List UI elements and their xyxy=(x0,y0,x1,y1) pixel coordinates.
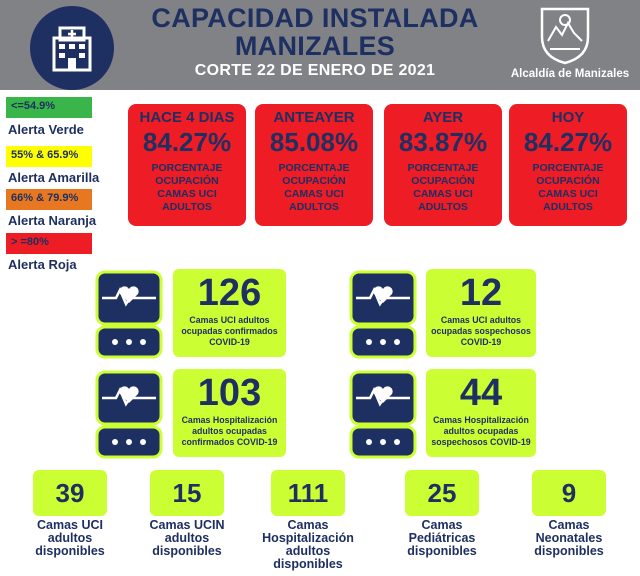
available-neonatal-value: 9 xyxy=(532,470,606,516)
day-title: HOY xyxy=(551,109,585,126)
stat-value: 126 xyxy=(197,272,262,314)
stat-card-uci-suspected: 12 Camas UCI adultos ocupadas sospechosos… xyxy=(426,269,536,357)
hospital-building-icon xyxy=(52,26,92,72)
legend-green-range: <=54.9% xyxy=(6,97,92,118)
day-description: PORCENTAJE OCUPACIÓN CAMAS UCI ADULTOS xyxy=(278,162,350,213)
stat-card-hosp-confirmed: 103 Camas Hospitalización adultos ocupada… xyxy=(173,369,286,457)
available-hosp-label: Camas Hospitalización adultos disponibles xyxy=(262,518,354,571)
day-card-today: HOY 84.27% PORCENTAJE OCUPACIÓN CAMAS UCI A… xyxy=(509,104,627,226)
coat-of-arms-icon xyxy=(540,7,590,65)
day-value: 84.27% xyxy=(142,127,232,157)
day-card-yesterday: AYER 83.87% PORCENTAJE OCUPACIÓN CAMAS UCI… xyxy=(384,104,502,226)
day-value: 85.08% xyxy=(269,127,359,157)
stat-value: 103 xyxy=(197,372,262,414)
available-pediatric-value: 25 xyxy=(405,470,479,516)
day-card-day-before-yesterday: ANTEAYER 85.08% PORCENTAJE OCUPACIÓN CAMAS… xyxy=(255,104,373,226)
available-pediatric-label: Camas Pediátricas disponibles xyxy=(407,518,477,558)
day-title: ANTEAYER xyxy=(273,109,355,126)
title-line-1: CAPACIDAD INSTALADA xyxy=(151,3,479,33)
stat-value: 12 xyxy=(459,272,503,314)
stat-description: Camas UCI adultos ocupadas sospechosos COV… xyxy=(431,315,531,347)
legend-green-label: Alerta Verde xyxy=(8,122,84,137)
day-title: AYER xyxy=(422,109,464,126)
legend-yellow-range: 55% & 65.9% xyxy=(6,146,92,167)
stat-description: Camas UCI adultos ocupadas confirmados COV… xyxy=(181,315,278,347)
stat-card-hosp-suspected: 44 Camas Hospitalización adultos ocupadas… xyxy=(426,369,536,457)
heart-monitor-icon xyxy=(349,270,417,359)
stat-card-uci-confirmed: 126 Camas UCI adultos ocupadas confirmado… xyxy=(173,269,286,357)
stat-description: Camas Hospitalización adultos ocupadas con… xyxy=(181,415,278,447)
available-ucin-label: Camas UCIN adultos disponibles xyxy=(149,518,225,558)
page-title: CAPACIDAD INSTALADA MANIZALES xyxy=(120,4,510,60)
legend-orange-label: Alerta Naranja xyxy=(8,213,97,228)
available-hosp-value: 111 xyxy=(271,470,345,516)
day-description: PORCENTAJE OCUPACIÓN CAMAS UCI ADULTOS xyxy=(407,162,479,213)
page-subtitle: CORTE 22 DE ENERO DE 2021 xyxy=(194,62,436,79)
heart-monitor-icon xyxy=(349,370,417,459)
available-ucin-value: 15 xyxy=(150,470,224,516)
heart-monitor-icon xyxy=(95,270,163,359)
day-value: 83.87% xyxy=(398,127,488,157)
legend-yellow-label: Alerta Amarilla xyxy=(8,170,100,185)
stat-description: Camas Hospitalización adultos ocupadas sos… xyxy=(431,415,531,447)
header-banner: CAPACIDAD INSTALADA MANIZALES CORTE 22 D… xyxy=(0,0,640,90)
available-uci-value: 39 xyxy=(33,470,107,516)
day-card-4-days-ago: HACE 4 DIAS 84.27% PORCENTAJE OCUPACIÓN CA… xyxy=(128,104,246,226)
available-neonatal-label: Camas Neonatales disponibles xyxy=(534,518,604,558)
legend-orange-range: 66% & 79.9% xyxy=(6,189,92,210)
stat-value: 44 xyxy=(459,372,503,414)
day-description: PORCENTAJE OCUPACIÓN CAMAS UCI ADULTOS xyxy=(532,162,604,213)
hospital-logo xyxy=(30,6,114,90)
day-description: PORCENTAJE OCUPACIÓN CAMAS UCI ADULTOS xyxy=(151,162,223,213)
legend-red-range: > =80% xyxy=(6,233,92,254)
org-name: Alcaldía de Manizales xyxy=(510,68,630,80)
heart-monitor-icon xyxy=(95,370,163,459)
title-line-2: MANIZALES xyxy=(234,31,396,61)
day-value: 84.27% xyxy=(523,127,613,157)
available-uci-label: Camas UCI adultos disponibles xyxy=(35,518,105,558)
day-title: HACE 4 DIAS xyxy=(139,109,235,126)
legend-red-label: Alerta Roja xyxy=(8,257,77,272)
